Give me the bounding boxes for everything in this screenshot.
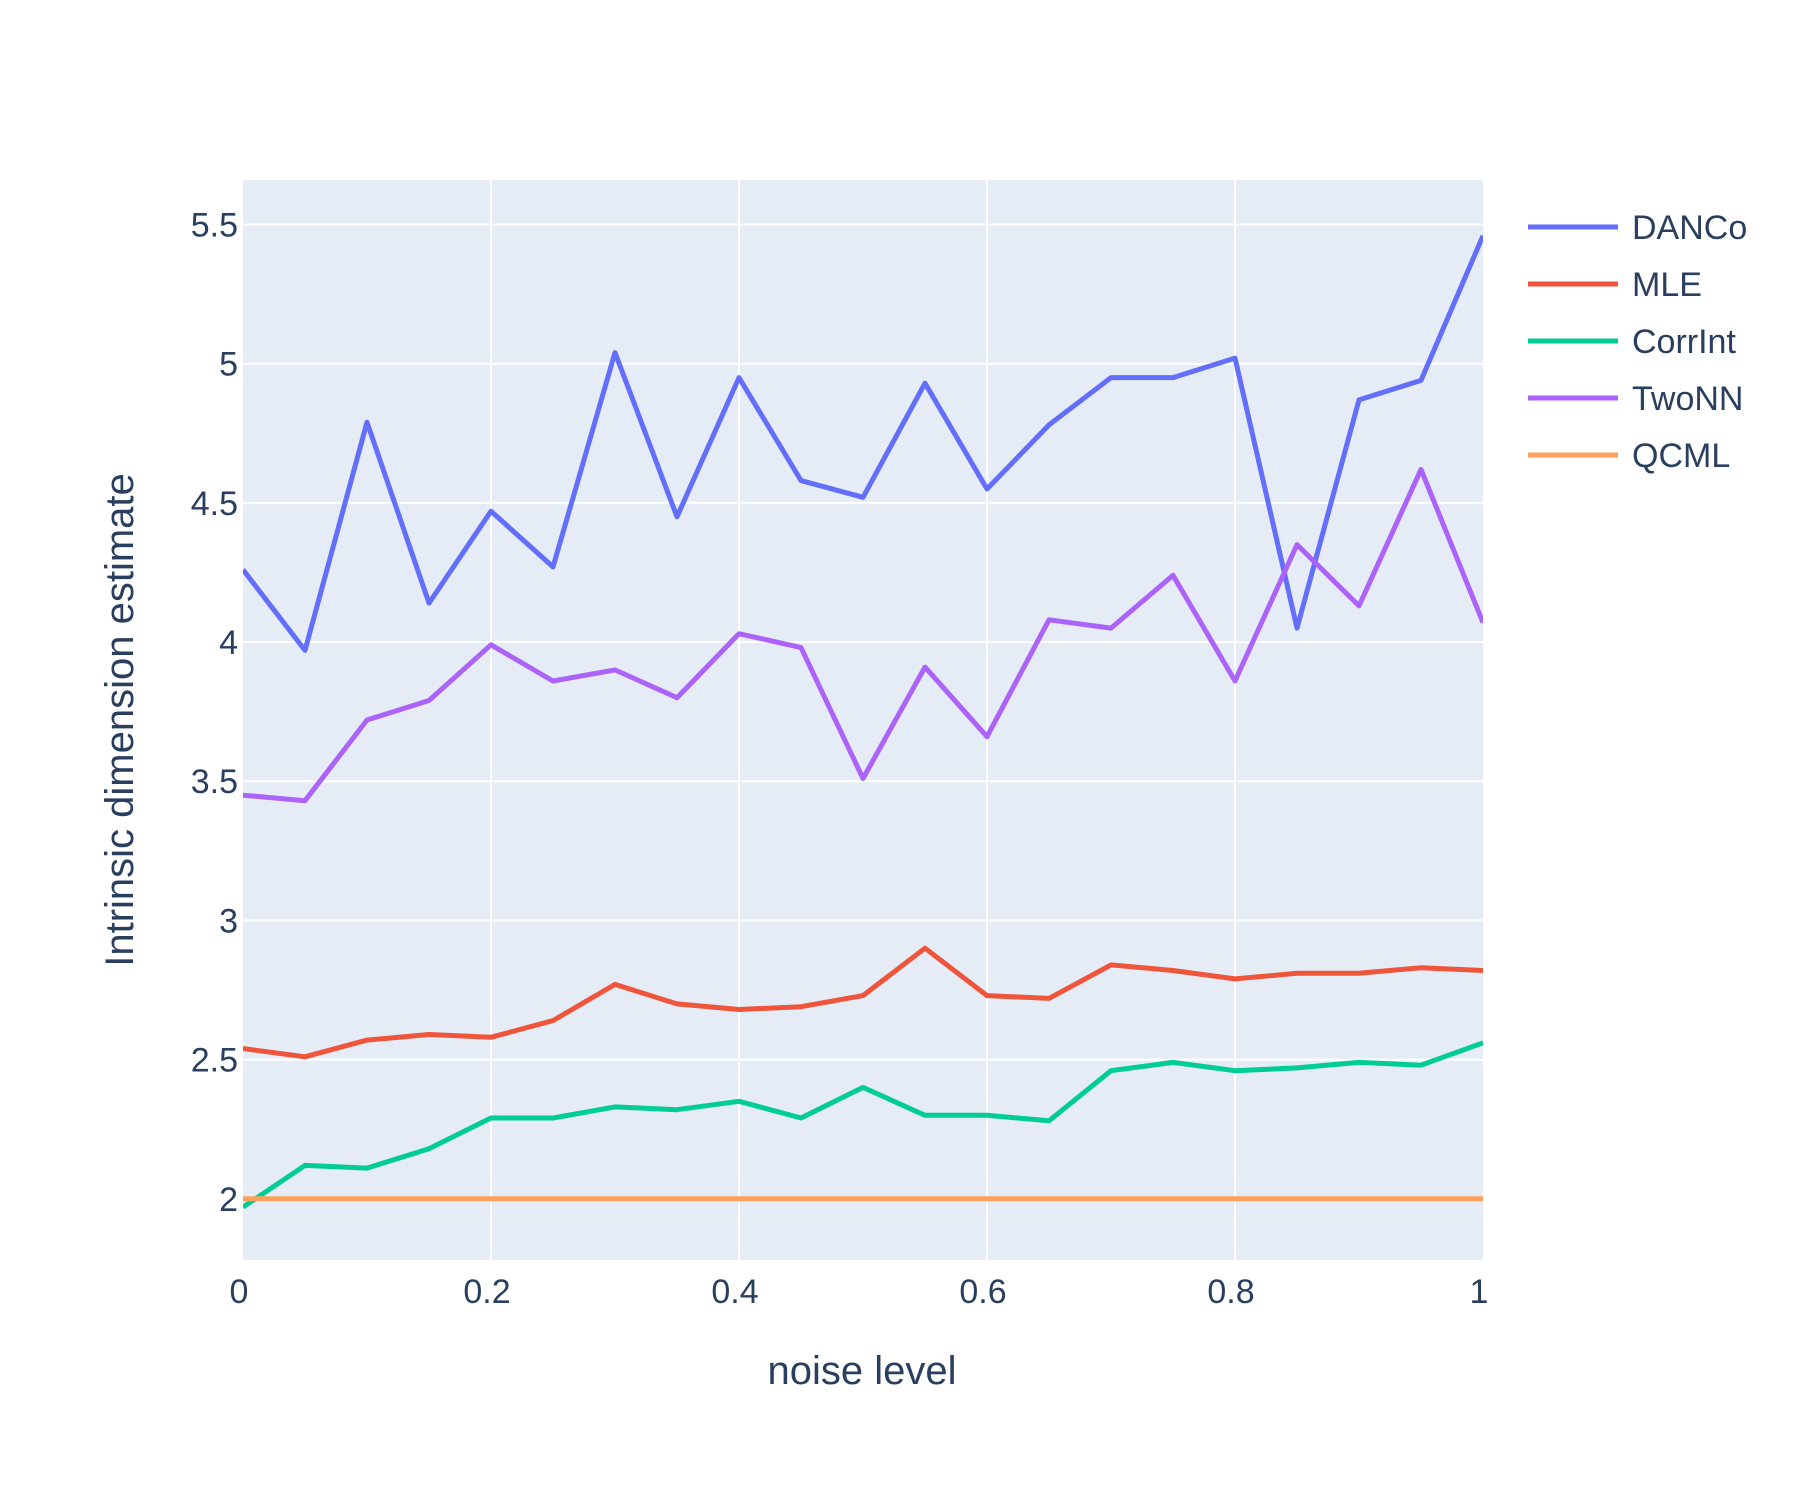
y-axis-title: Intrinsic dimension estimate: [98, 473, 142, 967]
x-tick-label: 0.4: [711, 1273, 758, 1311]
y-tick-label: 4: [219, 624, 238, 662]
series-lines: [243, 234, 1483, 1210]
legend-label: CorrInt: [1632, 323, 1736, 361]
x-tick-label: 0: [230, 1273, 249, 1311]
x-tick-label: 0.2: [463, 1273, 510, 1311]
x-axis-title: noise level: [767, 1349, 956, 1393]
legend: DANCo MLE CorrInt TwoNN QCML: [1528, 209, 1747, 475]
x-tick-label: 1: [1470, 1273, 1489, 1311]
y-tick-label: 5.5: [191, 207, 238, 245]
y-tick-label: 3: [219, 902, 238, 940]
series-line-mle: [243, 945, 1483, 1060]
legend-item-qcml[interactable]: QCML: [1528, 437, 1730, 475]
y-tick-label: 2: [219, 1181, 238, 1219]
series-line-danco: [243, 234, 1483, 653]
y-tick-label: 3.5: [191, 763, 238, 801]
legend-label: MLE: [1632, 266, 1702, 304]
y-tick-label: 4.5: [191, 485, 238, 523]
y-tick-label: 2.5: [191, 1042, 238, 1080]
series-line-twonn: [243, 467, 1483, 804]
legend-item-danco[interactable]: DANCo: [1528, 209, 1747, 247]
legend-item-mle[interactable]: MLE: [1528, 266, 1702, 304]
series-line-corrint: [243, 1040, 1483, 1210]
plot-area-background: [243, 180, 1483, 1260]
legend-label: QCML: [1632, 437, 1730, 475]
y-tick-label: 5: [219, 346, 238, 384]
legend-label: DANCo: [1632, 209, 1747, 247]
x-tick-label: 0.8: [1207, 1273, 1254, 1311]
legend-label: TwoNN: [1632, 380, 1743, 418]
x-tick-label: 0.6: [959, 1273, 1006, 1311]
legend-item-twonn[interactable]: TwoNN: [1528, 380, 1743, 418]
tick-labels: 2 2.5 3 3.5 4 4.5 5 5.5 0 0.2 0.4 0.6 0.8 1: [191, 207, 1489, 1311]
legend-item-corrint[interactable]: CorrInt: [1528, 323, 1736, 361]
